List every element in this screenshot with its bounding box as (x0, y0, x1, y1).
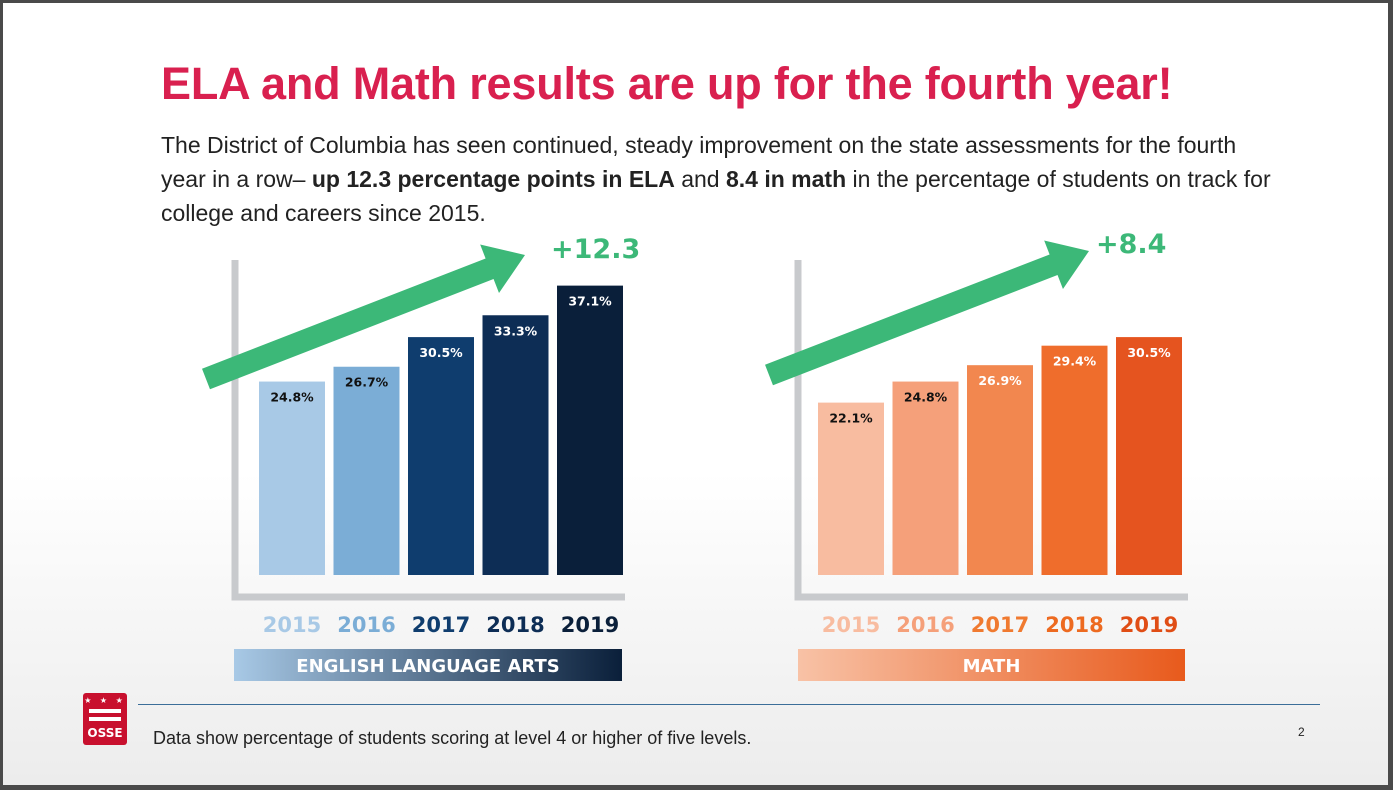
bar (967, 365, 1033, 575)
data-label: 26.7% (345, 375, 389, 390)
data-label: 26.9% (978, 373, 1022, 388)
bar (1116, 337, 1182, 575)
x-tick-label: 2019 (1120, 613, 1178, 637)
growth-annotation: +12.3 (551, 234, 640, 265)
x-tick-label: 2016 (896, 613, 954, 637)
trend-arrow (202, 244, 525, 390)
bar (892, 381, 959, 575)
growth-annotation: +8.4 (1096, 229, 1166, 260)
x-tick-label: 2015 (263, 613, 321, 637)
chart-ela: 24.8% 2015 26.7% 2016 30.5% 2017 33.3% 2018 37.1… (202, 234, 640, 681)
intro-text-2: and (674, 166, 726, 192)
osse-logo: ★ ★ ★ OSSE (83, 693, 127, 745)
chart-title: MATH (963, 656, 1021, 677)
intro-bold-math: 8.4 in math (725, 166, 847, 192)
data-label: 30.5% (419, 345, 463, 360)
chart-title-banner (234, 649, 622, 681)
x-tick-label: 2015 (822, 613, 880, 637)
logo-stripe (89, 709, 121, 713)
charts-area: 24.8% 2015 26.7% 2016 30.5% 2017 33.3% 2018 37.1… (202, 229, 1188, 681)
x-tick-label: 2017 (412, 613, 470, 637)
intro-bold-ela: up 12.3 percentage points in ELA (311, 166, 675, 192)
data-label: 22.1% (829, 411, 873, 426)
data-label: 37.1% (568, 294, 612, 309)
bar (482, 315, 549, 575)
x-tick-label: 2017 (971, 613, 1029, 637)
bar (1041, 345, 1108, 575)
x-tick-label: 2018 (486, 613, 544, 637)
x-tick-label: 2019 (561, 613, 619, 637)
bar (408, 337, 474, 575)
footer-divider (138, 704, 1320, 705)
chart-title: ENGLISH LANGUAGE ARTS (296, 656, 559, 677)
footnote: Data show percentage of students scoring… (153, 728, 752, 748)
x-tick-label: 2016 (337, 613, 395, 637)
chart-title-banner (798, 649, 1185, 681)
chart-math: 22.1% 2015 24.8% 2016 26.9% 2017 29.4% 2018 30.5… (765, 229, 1188, 681)
slide-title: ELA and Math results are up for the four… (161, 58, 1173, 109)
data-label: 33.3% (494, 323, 538, 338)
bar (557, 285, 623, 575)
bar (818, 402, 884, 575)
data-label: 24.8% (270, 390, 314, 405)
slide: ELA and Math results are up for the four… (3, 3, 1388, 785)
data-label: 30.5% (1127, 345, 1171, 360)
bar (333, 366, 400, 575)
page-number: 2 (1298, 725, 1305, 739)
x-tick-label: 2018 (1045, 613, 1103, 637)
intro-paragraph: The District of Columbia has seen contin… (161, 128, 1281, 230)
data-label: 24.8% (904, 390, 948, 405)
intro-text-3: in the percentage of students on track f… (161, 166, 1271, 226)
logo-stripe (89, 717, 121, 721)
intro-text-1: The District of Columbia has seen contin… (161, 132, 1237, 192)
logo-wordmark: OSSE (87, 726, 123, 740)
logo-stars: ★ ★ ★ (84, 696, 126, 705)
trend-arrow (765, 240, 1089, 386)
bar (259, 381, 325, 575)
data-label: 29.4% (1053, 354, 1097, 369)
